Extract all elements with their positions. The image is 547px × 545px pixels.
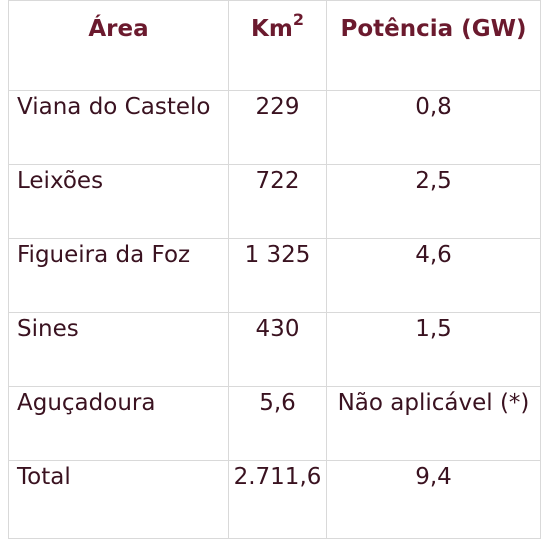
cell-km2: 722 — [228, 164, 327, 239]
header-power: Potência (GW) — [326, 0, 541, 91]
cell-area: Aguçadoura — [8, 386, 229, 461]
cell-km2: 1 325 — [228, 238, 327, 313]
cell-power-total: 9,4 — [326, 460, 541, 539]
data-table-container: Área Km2 Potência (GW) Viana do Castelo … — [8, 0, 541, 540]
cell-km2: 229 — [228, 90, 327, 165]
offshore-areas-table: Área Km2 Potência (GW) Viana do Castelo … — [8, 0, 541, 539]
cell-power: 2,5 — [326, 164, 541, 239]
cell-km2-total: 2.711,6 — [228, 460, 327, 539]
table-row: Figueira da Foz 1 325 4,6 — [8, 238, 541, 313]
table-row: Sines 430 1,5 — [8, 312, 541, 387]
table-row: Leixões 722 2,5 — [8, 164, 541, 239]
cell-power: 4,6 — [326, 238, 541, 313]
table-total-row: Total 2.711,6 9,4 — [8, 460, 541, 539]
cell-power: 0,8 — [326, 90, 541, 165]
cell-power: 1,5 — [326, 312, 541, 387]
header-area: Área — [8, 0, 229, 91]
header-km2-base: Km — [251, 16, 293, 42]
table-row: Aguçadoura 5,6 Não aplicável (*) — [8, 386, 541, 461]
cell-area: Viana do Castelo — [8, 90, 229, 165]
cell-km2: 430 — [228, 312, 327, 387]
table-header-row: Área Km2 Potência (GW) — [8, 0, 541, 91]
cell-area: Sines — [8, 312, 229, 387]
cell-area: Figueira da Foz — [8, 238, 229, 313]
cell-km2: 5,6 — [228, 386, 327, 461]
cell-area: Leixões — [8, 164, 229, 239]
header-km2-superscript: 2 — [292, 10, 304, 30]
header-km2: Km2 — [228, 0, 327, 91]
cell-power: Não aplicável (*) — [326, 386, 541, 461]
cell-area-total: Total — [8, 460, 229, 539]
table-row: Viana do Castelo 229 0,8 — [8, 90, 541, 165]
